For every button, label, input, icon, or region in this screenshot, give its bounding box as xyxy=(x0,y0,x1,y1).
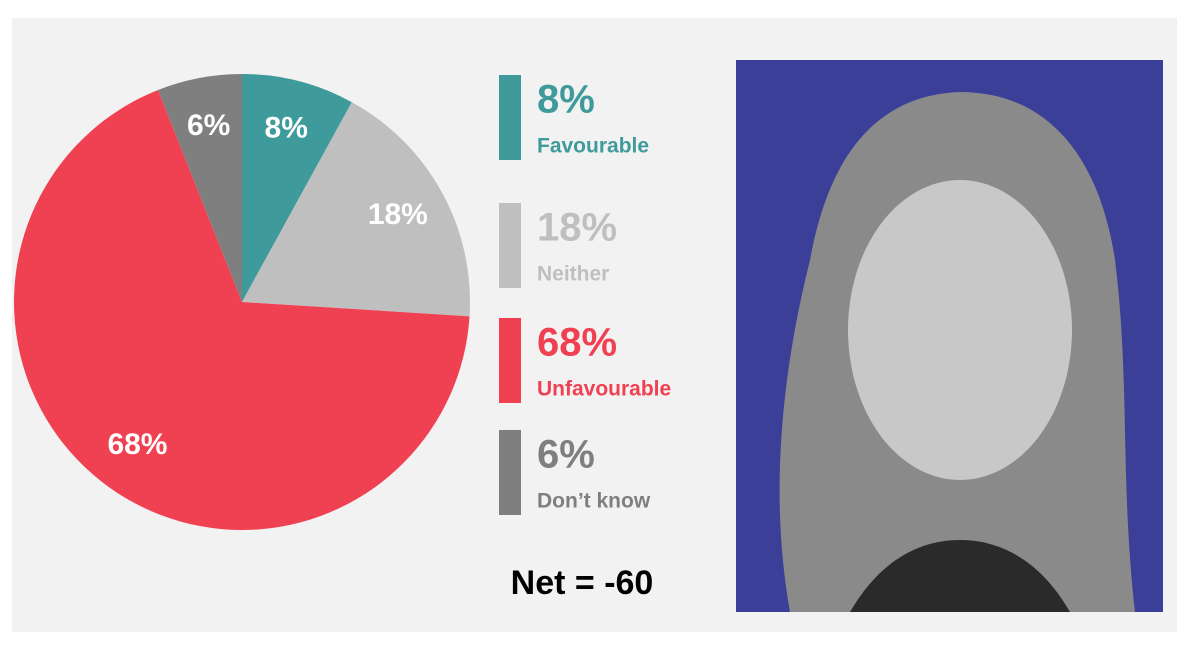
legend-swatch xyxy=(499,318,521,403)
legend-swatch xyxy=(499,203,521,288)
legend-value: 8% xyxy=(537,78,595,122)
legend-label: Favourable xyxy=(537,135,649,158)
photo xyxy=(736,60,1163,612)
slice-label: 8% xyxy=(265,112,308,145)
legend-value: 68% xyxy=(537,321,617,365)
slice-label: 18% xyxy=(368,198,428,231)
legend-swatch xyxy=(499,75,521,160)
legend-label: Unfavourable xyxy=(537,378,671,401)
legend-label: Neither xyxy=(537,263,609,286)
page: 8% 18% 68% 6% 8% Favourable 18% Neither 68% Unfav… xyxy=(0,0,1189,655)
photo-face xyxy=(848,180,1072,480)
legend-value: 6% xyxy=(537,433,595,477)
legend-label: Don’t know xyxy=(537,490,651,513)
slice-label: 68% xyxy=(107,428,167,461)
slice-label: 6% xyxy=(187,109,230,142)
legend-value: 18% xyxy=(537,206,617,250)
net-annotation: Net = -60 xyxy=(511,564,654,602)
chart: 8% 18% 68% 6% 8% Favourable 18% Neither 68% Unfav… xyxy=(0,0,1189,655)
legend-swatch xyxy=(499,430,521,515)
